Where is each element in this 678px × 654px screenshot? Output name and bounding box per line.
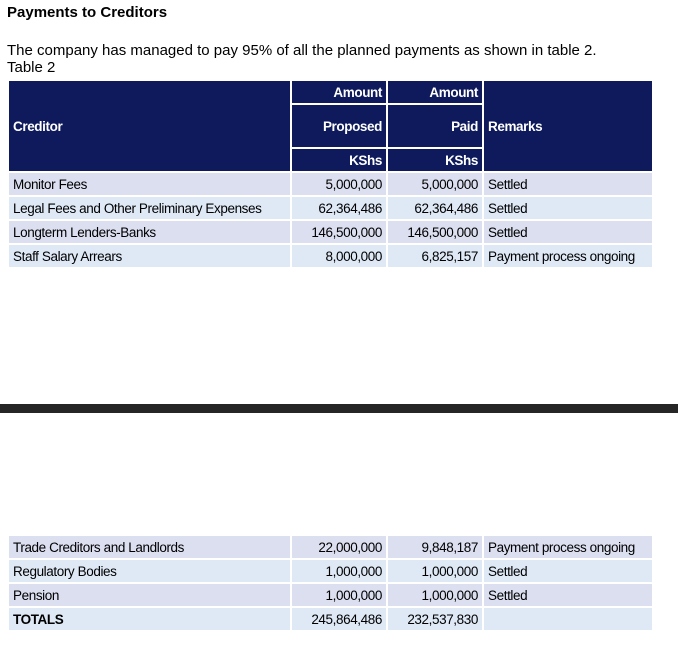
paid-amount-cell: 1,000,000 (388, 560, 482, 582)
proposed-amount-cell: 22,000,000 (292, 536, 386, 558)
header-proposed-line1: Amount (292, 81, 386, 103)
creditor-cell: Regulatory Bodies (9, 560, 290, 582)
proposed-amount-cell: 146,500,000 (292, 221, 386, 243)
table-caption: Table 2 (7, 59, 56, 76)
creditor-cell: Pension (9, 584, 290, 606)
header-proposed-line3: KShs (292, 149, 386, 171)
remarks-cell: Settled (484, 584, 652, 606)
remarks-cell: Settled (484, 560, 652, 582)
paid-amount-cell: 6,825,157 (388, 245, 482, 267)
table-row: Longterm Lenders-Banks 146,500,000 146,500… (9, 221, 652, 243)
creditor-cell: Legal Fees and Other Preliminary Expense… (9, 197, 290, 219)
table-row: Staff Salary Arrears 8,000,000 6,825,157 Pa… (9, 245, 652, 267)
remarks-cell: Payment process ongoing (484, 536, 652, 558)
totals-row: TOTALS 245,864,486 232,537,830 (9, 608, 652, 630)
page-divider (0, 404, 678, 413)
header-paid-line3: KShs (388, 149, 482, 171)
creditor-cell: Monitor Fees (9, 173, 290, 195)
paid-amount-cell: 146,500,000 (388, 221, 482, 243)
remarks-cell: Settled (484, 197, 652, 219)
table-row: Legal Fees and Other Preliminary Expense… (9, 197, 652, 219)
proposed-amount-cell: 1,000,000 (292, 560, 386, 582)
intro-sentence: The company has managed to pay 95% of al… (7, 42, 597, 59)
paid-amount-cell: 9,848,187 (388, 536, 482, 558)
proposed-amount-cell: 8,000,000 (292, 245, 386, 267)
creditor-cell: Trade Creditors and Landlords (9, 536, 290, 558)
table-row: Regulatory Bodies 1,000,000 1,000,000 Settl… (9, 560, 652, 582)
table-row: Pension 1,000,000 1,000,000 Settled (9, 584, 652, 606)
creditor-cell: Longterm Lenders-Banks (9, 221, 290, 243)
totals-paid: 232,537,830 (388, 608, 482, 630)
header-paid-line2: Paid (388, 105, 482, 147)
totals-remarks (484, 608, 652, 630)
remarks-cell: Settled (484, 221, 652, 243)
paid-amount-cell: 1,000,000 (388, 584, 482, 606)
remarks-cell: Settled (484, 173, 652, 195)
section-heading: Payments to Creditors (7, 4, 168, 21)
remarks-cell: Payment process ongoing (484, 245, 652, 267)
totals-proposed: 245,864,486 (292, 608, 386, 630)
paid-amount-cell: 5,000,000 (388, 173, 482, 195)
totals-label: TOTALS (9, 608, 290, 630)
table-row: Trade Creditors and Landlords 22,000,000 9… (9, 536, 652, 558)
proposed-amount-cell: 1,000,000 (292, 584, 386, 606)
paid-amount-cell: 62,364,486 (388, 197, 482, 219)
proposed-amount-cell: 5,000,000 (292, 173, 386, 195)
intro-text: The company has managed to pay 95% of al… (7, 42, 677, 76)
proposed-amount-cell: 62,364,486 (292, 197, 386, 219)
header-creditor: Creditor (9, 81, 290, 171)
header-remarks: Remarks (484, 81, 652, 171)
table-row: Monitor Fees 5,000,000 5,000,000 Settled (9, 173, 652, 195)
header-proposed-line2: Proposed (292, 105, 386, 147)
creditors-table-continued: Trade Creditors and Landlords 22,000,000 9… (7, 534, 654, 632)
creditors-table: Creditor Amount Amount Remarks Proposed … (7, 79, 654, 269)
creditor-cell: Staff Salary Arrears (9, 245, 290, 267)
header-paid-line1: Amount (388, 81, 482, 103)
